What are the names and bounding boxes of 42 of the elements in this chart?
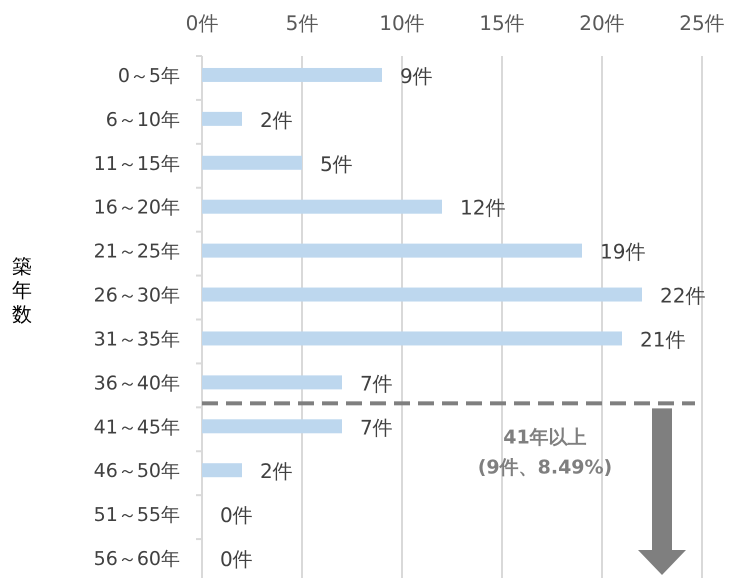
x-tick-label: 10件 <box>379 11 425 35</box>
data-label: 7件 <box>360 371 393 396</box>
y-tick-label: 41～45年 <box>94 416 180 438</box>
y-tick-label: 11～15年 <box>94 152 180 175</box>
data-label: 5件 <box>320 152 353 176</box>
data-label: 0件 <box>220 503 253 528</box>
bar <box>202 331 622 346</box>
x-tick-label: 15件 <box>479 11 525 35</box>
bar <box>202 288 642 302</box>
y-tick-label: 21～25年 <box>94 240 180 263</box>
x-tick-label: 25件 <box>679 11 725 35</box>
y-tick-label: 31～35年 <box>94 328 180 350</box>
y-tick-label: 36～40年 <box>94 372 180 394</box>
annotation: 41年以上 (9件、8.49%) <box>478 426 612 478</box>
data-label: 2件 <box>260 459 293 484</box>
bar <box>202 112 242 126</box>
data-label: 19件 <box>600 240 646 264</box>
y-tick-label: 26～30年 <box>94 284 180 307</box>
x-tick-label: 0件 <box>186 11 218 35</box>
y-tick-label: 0～5年 <box>118 64 180 87</box>
data-label: 9件 <box>400 64 433 88</box>
bar <box>202 244 582 258</box>
y-tick-label: 56～60年 <box>94 548 180 570</box>
y-tick-label: 46～50年 <box>94 460 180 482</box>
y-tick-label: 51～55年 <box>94 504 180 526</box>
data-label: 7件 <box>360 415 393 440</box>
x-tick-label: 20件 <box>579 11 625 35</box>
bar <box>202 68 382 82</box>
data-label: 12件 <box>460 196 506 220</box>
y-tick-label: 16～20年 <box>94 196 180 219</box>
data-label: 0件 <box>220 547 253 572</box>
bar <box>202 419 342 434</box>
bar <box>202 375 342 390</box>
y-axis-title: 築年数 <box>12 254 32 326</box>
x-tick-label: 5件 <box>286 11 318 35</box>
data-label: 22件 <box>660 284 706 308</box>
bar <box>202 156 302 170</box>
data-label: 2件 <box>260 108 293 132</box>
bar <box>202 463 242 478</box>
bar <box>202 200 442 214</box>
y-tick-label: 6～10年 <box>106 108 180 131</box>
data-label: 21件 <box>640 327 686 352</box>
